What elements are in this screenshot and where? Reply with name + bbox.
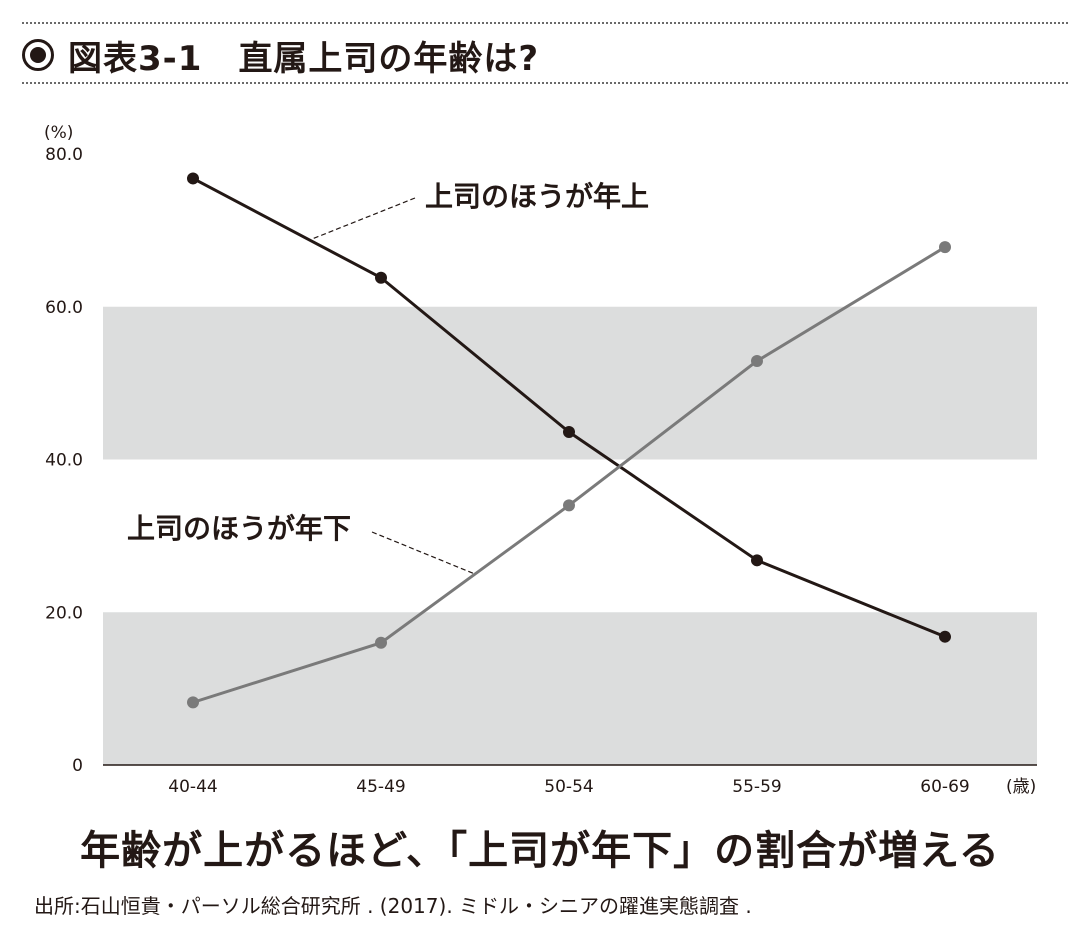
series-0-point-4 [939,630,951,643]
series-label-younger: 上司のほうが年下 [127,512,351,545]
y-tick-label: 60.0 [45,298,83,318]
line-chart: 0 20.0 40.0 60.0 80.0 40-44 45-49 50-54 55-59 60… [44,123,1037,797]
series-1-point-0 [187,696,199,709]
x-tick-label: 40-44 [168,777,217,797]
x-tick-label: 55-59 [732,777,781,797]
y-tick-label: 20.0 [45,603,83,623]
bullet-circle-icon [22,39,54,71]
x-axis-ticks: 40-44 45-49 50-54 55-59 60-69 [168,777,969,797]
series-group [187,172,951,709]
y-tick-label: 80.0 [45,145,83,165]
x-tick-label: 45-49 [356,777,405,797]
x-unit-label: (歳) [1006,777,1036,797]
chart-tagline: 年齢が上がるほど、「上司が年下」の割合が増える [80,828,1000,874]
series-1-point-2 [563,499,575,512]
series-0-point-3 [751,554,763,567]
y-tick-label: 40.0 [45,451,83,471]
label-leader-lines [309,197,476,575]
figure-title: 直属上司の年齢は? [238,38,540,79]
series-1-point-1 [375,636,387,649]
x-tick-label: 50-54 [544,777,593,797]
shaded-band-0 [103,612,1037,765]
series-0-point-1 [375,271,387,284]
series-1-point-3 [751,354,763,367]
leader-line-younger [371,531,476,575]
bottom-dotted-rule [22,82,1068,84]
series-1-point-4 [939,241,951,254]
figure-header: 図表3-1 直属上司の年齢は? [22,30,539,80]
y-unit-label: (%) [44,123,73,143]
top-dotted-rule [22,22,1068,24]
series-label-older: 上司のほうが年上 [425,180,649,213]
leader-line-older [309,197,416,241]
y-tick-label: 0 [72,756,83,776]
source-citation: 出所:石山恒貴・パーソル総合研究所 . (2017). ミドル・シニアの躍進実態… [34,894,752,918]
x-tick-label: 60-69 [920,777,969,797]
series-0-point-2 [563,426,575,439]
figure-number: 図表3-1 [68,38,203,79]
shaded-bands [103,306,1037,765]
series-0-point-0 [187,172,199,185]
y-axis-ticks: 0 20.0 40.0 60.0 80.0 [45,145,83,776]
